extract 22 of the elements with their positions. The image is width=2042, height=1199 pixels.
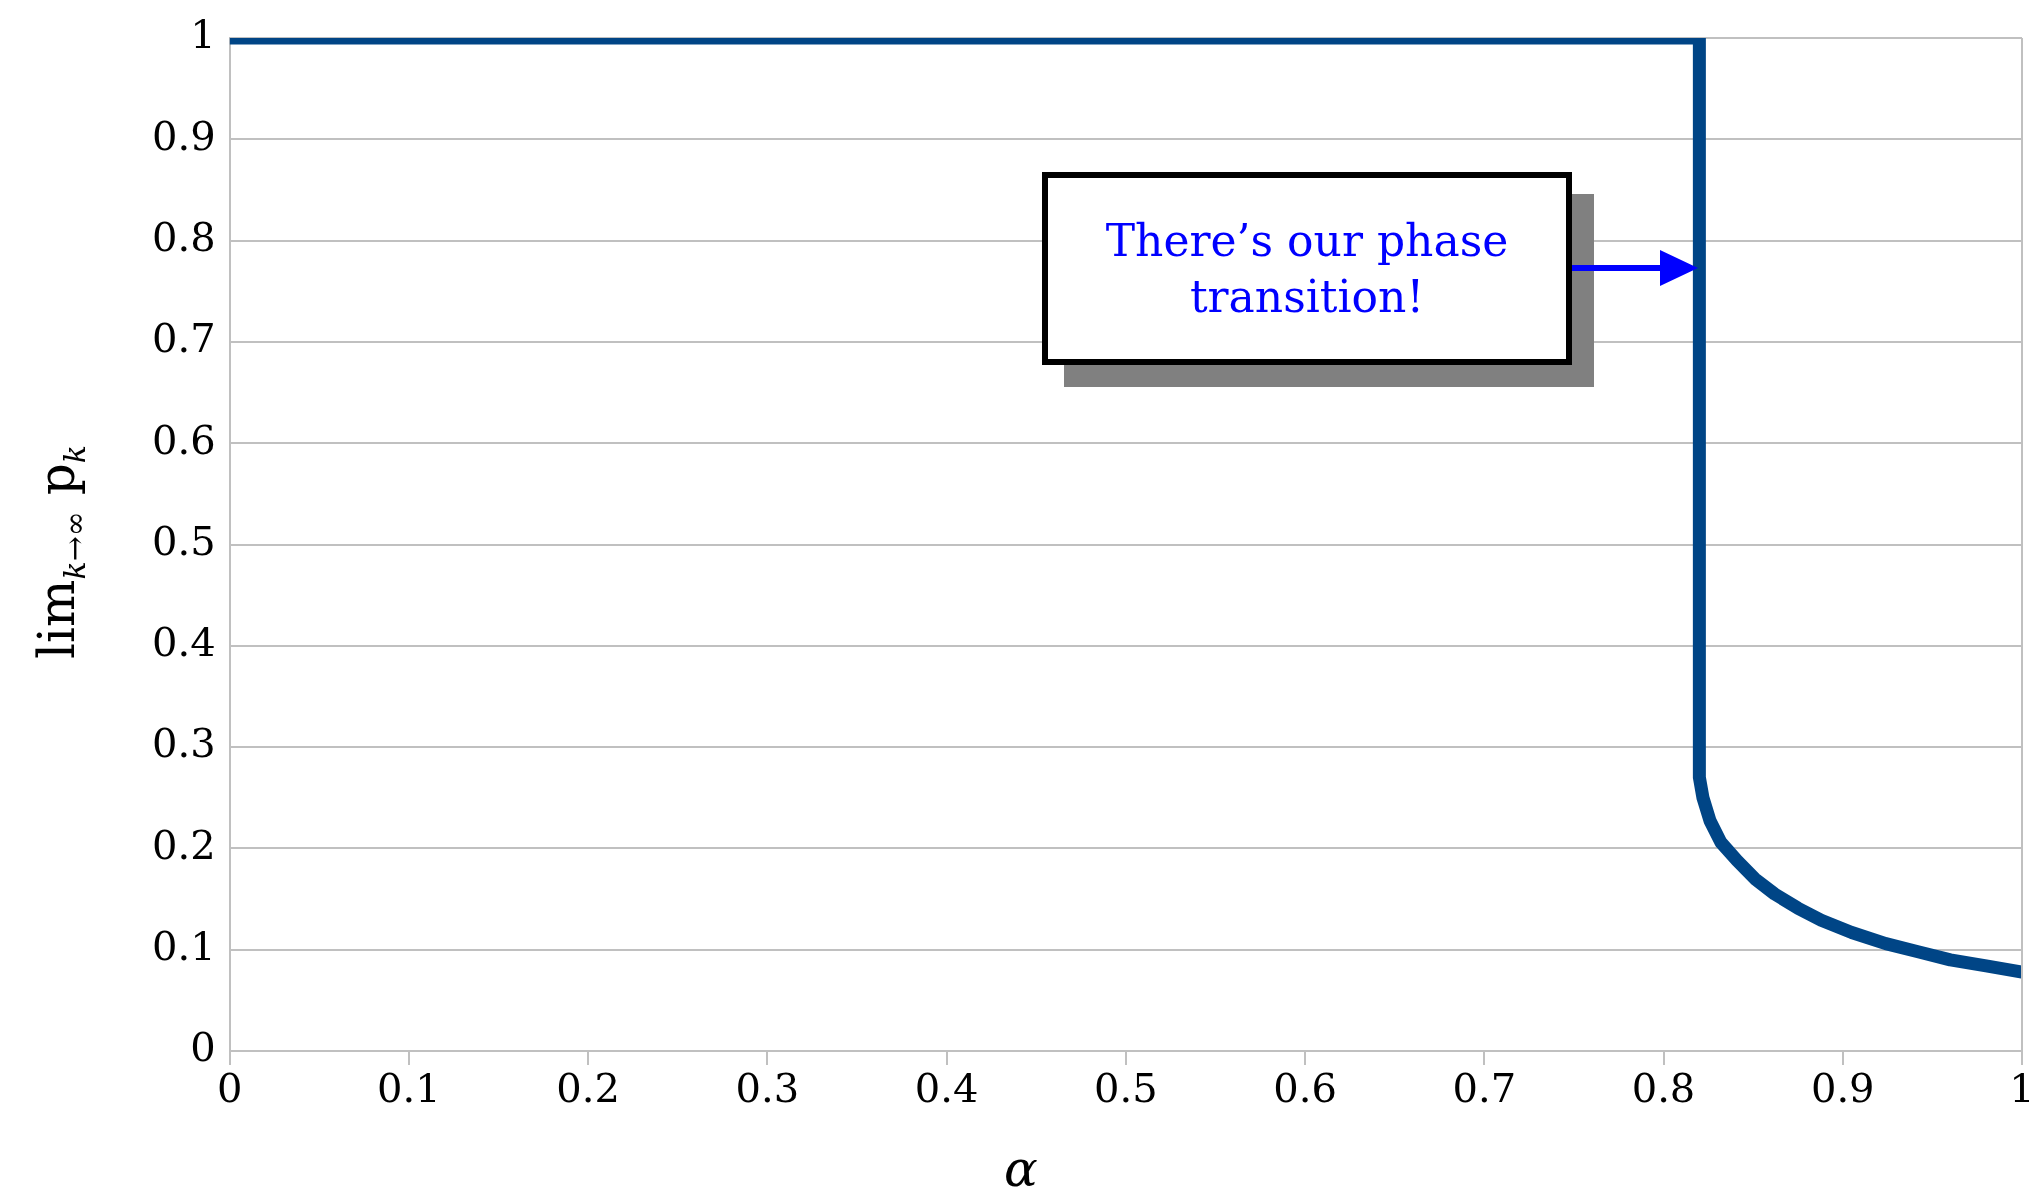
y-tick-label: 0.2	[151, 821, 216, 868]
x-tick-label: 0.8	[1631, 1065, 1696, 1112]
x-tick-label: 0.7	[1452, 1065, 1517, 1112]
y-tick-label: 0.9	[151, 112, 216, 159]
y-tick-label: 0.6	[151, 416, 216, 463]
y-tick-label: 0.1	[151, 923, 216, 970]
x-tick-label: 0.3	[735, 1065, 800, 1112]
x-tick-label: 0.2	[556, 1065, 620, 1112]
y-tick-label: 0.3	[151, 720, 216, 767]
x-tick-label: 0.1	[377, 1065, 441, 1112]
x-tick-label: 1	[2009, 1065, 2035, 1112]
y-tick-label: 0.7	[151, 315, 216, 362]
x-tick-label: 0.9	[1810, 1065, 1875, 1112]
y-tick-label: 0	[190, 1024, 216, 1071]
y-tick-label: 1	[190, 11, 216, 58]
y-tick-label: 0.4	[151, 619, 216, 666]
y-tick-label: 0.8	[151, 213, 216, 260]
x-tick-label: 0.4	[914, 1065, 979, 1112]
x-axis-title: α	[1003, 1140, 1039, 1198]
x-tick-label: 0.6	[1273, 1065, 1337, 1112]
y-tick-label: 0.5	[151, 517, 216, 564]
x-tick-label: 0.5	[1093, 1065, 1158, 1112]
